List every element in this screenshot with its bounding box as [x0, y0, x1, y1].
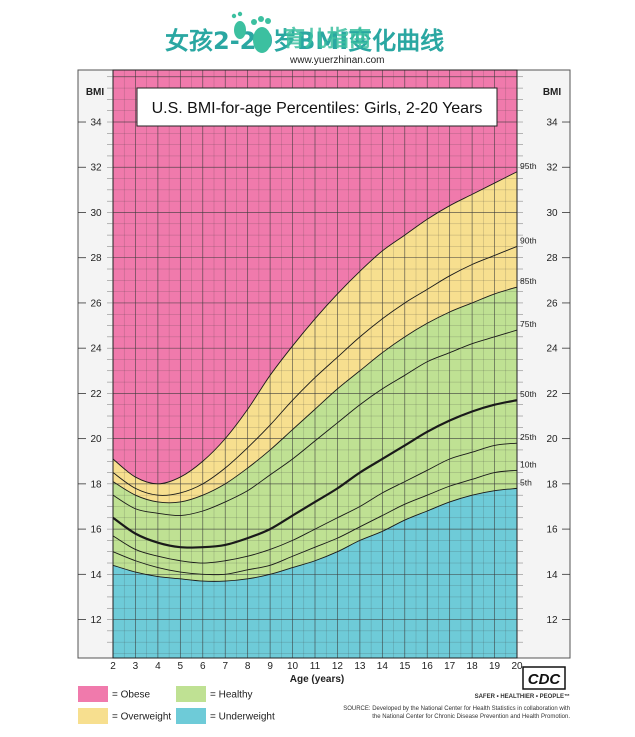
- y-tick-right: 30: [546, 208, 558, 219]
- x-tick: 13: [354, 661, 366, 672]
- legend-swatch: [176, 686, 206, 702]
- y-tick-right: 16: [546, 525, 558, 536]
- x-axis-label: Age (years): [290, 674, 344, 685]
- y-tick-right: 32: [546, 163, 558, 174]
- x-tick: 2: [110, 661, 116, 672]
- legend-label: = Overweight: [112, 712, 171, 723]
- percentile-lines: [112, 171, 518, 582]
- label-50th: 50th: [520, 389, 537, 399]
- label-85th: 85th: [520, 276, 537, 286]
- label-75th: 75th: [520, 319, 537, 329]
- line-95th: [112, 171, 518, 485]
- y-tick-right: 18: [546, 479, 558, 490]
- y-tick-left: 16: [90, 525, 102, 536]
- x-tick: 18: [467, 661, 479, 672]
- label-5th: 5th: [520, 477, 532, 487]
- legend-swatch: [78, 708, 108, 724]
- y-tick-left: 30: [90, 208, 102, 219]
- y-tick-right: 26: [546, 298, 558, 309]
- y-axis-label-left: BMI: [86, 87, 105, 98]
- line-5th: [112, 487, 518, 582]
- x-tick: 17: [444, 661, 456, 672]
- legend: = Obese = Overweight = Healthy = Underweigh…: [78, 686, 275, 724]
- chart-title-box: [136, 87, 498, 127]
- x-tick: 8: [245, 661, 251, 672]
- line-90th: [112, 245, 518, 496]
- x-tick: 10: [287, 661, 299, 672]
- footprint-icon: [231, 11, 271, 53]
- y-tick-left: 32: [90, 163, 102, 174]
- cdc-logo-text: CDC: [528, 671, 562, 688]
- label-25th: 25th: [520, 432, 537, 442]
- y-tick-left: 12: [90, 615, 102, 626]
- legend-label: = Obese: [112, 690, 151, 701]
- y-tick-right: 34: [546, 118, 558, 129]
- y-tick-left: 20: [90, 434, 102, 445]
- x-tick: 16: [422, 661, 434, 672]
- y-tick-left: 22: [90, 389, 102, 400]
- x-tick: 9: [267, 661, 273, 672]
- percentile-labels: 95th 90th 85th 75th 50th 25th 10th 5th: [520, 161, 537, 488]
- y-tick-left: 14: [90, 570, 102, 581]
- x-tick: 15: [399, 661, 411, 672]
- x-tick: 19: [489, 661, 501, 672]
- label-10th: 10th: [520, 459, 537, 469]
- line-25th: [112, 442, 518, 564]
- y-tick-right: 20: [546, 434, 558, 445]
- cdc-logo: CDC: [522, 666, 566, 690]
- y-tick-left: 28: [90, 253, 102, 264]
- line-10th: [112, 469, 518, 576]
- source-line-2: the National Center for Chronic Disease …: [372, 714, 570, 720]
- watermark: 育儿指南 www.yuerzhinan.com: [231, 11, 384, 66]
- legend-swatch: [176, 708, 206, 724]
- legend-label: = Underweight: [210, 712, 275, 723]
- x-tick: 11: [310, 661, 321, 672]
- overlay-title: 女孩2-20岁BMI变化曲线: [165, 27, 444, 55]
- label-90th: 90th: [520, 235, 537, 245]
- y-tick-right: 14: [546, 570, 558, 581]
- y-tick-right: 24: [546, 344, 558, 355]
- y-tick-left: 26: [90, 298, 102, 309]
- y-tick-right: 28: [546, 253, 558, 264]
- line-50th: [112, 399, 518, 549]
- y-axis-label-right: BMI: [543, 87, 562, 98]
- x-tick: 4: [155, 661, 161, 672]
- legend-label: = Healthy: [210, 690, 253, 701]
- line-75th: [112, 329, 518, 517]
- x-tick: 5: [178, 661, 184, 672]
- x-tick: 6: [200, 661, 206, 672]
- label-95th: 95th: [520, 161, 537, 171]
- x-tick: 3: [133, 661, 139, 672]
- x-tick: 14: [377, 661, 389, 672]
- y-tick-right: 22: [546, 389, 558, 400]
- legend-swatch: [78, 686, 108, 702]
- cdc-tagline: SAFER • HEALTHIER • PEOPLE™: [475, 693, 570, 700]
- x-tick: 20: [511, 661, 523, 672]
- x-tick: 7: [222, 661, 228, 672]
- y-tick-right: 12: [546, 615, 558, 626]
- plot-border: [112, 69, 518, 659]
- line-85th: [112, 286, 518, 504]
- y-tick-left: 18: [90, 479, 102, 490]
- y-tick-left: 34: [90, 118, 102, 129]
- y-tick-left: 24: [90, 344, 102, 355]
- chart-title: U.S. BMI-for-age Percentiles: Girls, 2-2…: [152, 100, 483, 117]
- x-tick: 12: [332, 661, 344, 672]
- watermark-text: 育儿指南: [283, 26, 371, 52]
- source-line-1: SOURCE: Developed by the National Center…: [343, 706, 570, 712]
- watermark-url: www.yuerzhinan.com: [289, 55, 384, 66]
